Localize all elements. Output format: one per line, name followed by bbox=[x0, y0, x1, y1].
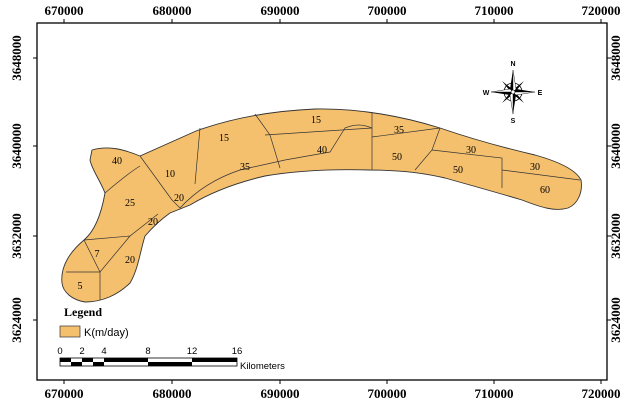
y-coord-left-0: 3648000 bbox=[9, 35, 24, 81]
scale-tick-16: 16 bbox=[232, 346, 243, 357]
zone-label: 20 bbox=[148, 217, 158, 228]
zone-label: 20 bbox=[174, 193, 184, 204]
scale-tick-12: 12 bbox=[187, 346, 198, 357]
zone-boundaries bbox=[66, 112, 581, 300]
y-coord-right-3: 3624000 bbox=[608, 297, 623, 343]
compass-n: N bbox=[510, 61, 515, 68]
x-coord-bottom-3: 700000 bbox=[368, 386, 407, 401]
legend-swatch bbox=[59, 325, 81, 338]
scale-bar: 0 2 4 8 12 16 Kilometers bbox=[57, 346, 285, 372]
y-coord-left-3: 3624000 bbox=[9, 297, 24, 343]
frame-ticks bbox=[33, 19, 611, 384]
x-coord-top-1: 680000 bbox=[153, 3, 192, 18]
aquifer-outline bbox=[61, 108, 582, 303]
scale-tick-0: 0 bbox=[57, 346, 62, 357]
x-coord-bottom-4: 710000 bbox=[475, 386, 514, 401]
y-coord-right-1: 3640000 bbox=[608, 123, 623, 169]
compass-s: S bbox=[511, 118, 516, 125]
legend-title: Legend bbox=[64, 305, 102, 319]
x-coord-bottom-2: 690000 bbox=[261, 386, 300, 401]
legend-label: K(m/day) bbox=[84, 327, 129, 339]
zone-label: 5 bbox=[78, 281, 83, 292]
x-coord-top-5: 720000 bbox=[582, 3, 621, 18]
scale-tick-4: 4 bbox=[101, 346, 106, 357]
zone-label: 7 bbox=[95, 249, 100, 260]
x-coord-top-3: 700000 bbox=[368, 3, 407, 18]
compass-w: W bbox=[483, 90, 490, 97]
zone-label: 50 bbox=[453, 165, 463, 176]
zone-label: 15 bbox=[311, 115, 321, 126]
compass-rose-icon bbox=[490, 69, 536, 115]
x-coord-bottom-5: 720000 bbox=[582, 386, 621, 401]
zone-label: 15 bbox=[219, 133, 229, 144]
x-coord-top-4: 710000 bbox=[475, 3, 514, 18]
scale-tick-8: 8 bbox=[145, 346, 150, 357]
y-coord-left-2: 3632000 bbox=[9, 213, 24, 259]
x-coord-top-0: 670000 bbox=[45, 3, 84, 18]
y-coord-left-1: 3640000 bbox=[9, 123, 24, 169]
scale-tick-2: 2 bbox=[79, 346, 84, 357]
compass-e: E bbox=[538, 90, 543, 97]
zone-label: 20 bbox=[125, 255, 135, 266]
y-coord-right-0: 3648000 bbox=[608, 35, 623, 81]
zone-label: 40 bbox=[317, 145, 327, 156]
zone-label: 35 bbox=[240, 162, 250, 173]
x-coord-top-2: 690000 bbox=[261, 3, 300, 18]
zone-label: 40 bbox=[112, 156, 122, 167]
zone-label: 50 bbox=[392, 152, 402, 163]
zone-label: 25 bbox=[125, 198, 135, 209]
zone-label: 60 bbox=[540, 185, 550, 196]
zone-label: 30 bbox=[530, 162, 540, 173]
x-coord-bottom-0: 670000 bbox=[45, 386, 84, 401]
zone-label: 35 bbox=[394, 125, 404, 136]
zone-label: 30 bbox=[466, 145, 476, 156]
zone-label: 10 bbox=[165, 169, 175, 180]
scale-unit: Kilometers bbox=[240, 361, 285, 372]
y-coord-right-2: 3632000 bbox=[608, 213, 623, 259]
x-coord-bottom-1: 680000 bbox=[153, 386, 192, 401]
